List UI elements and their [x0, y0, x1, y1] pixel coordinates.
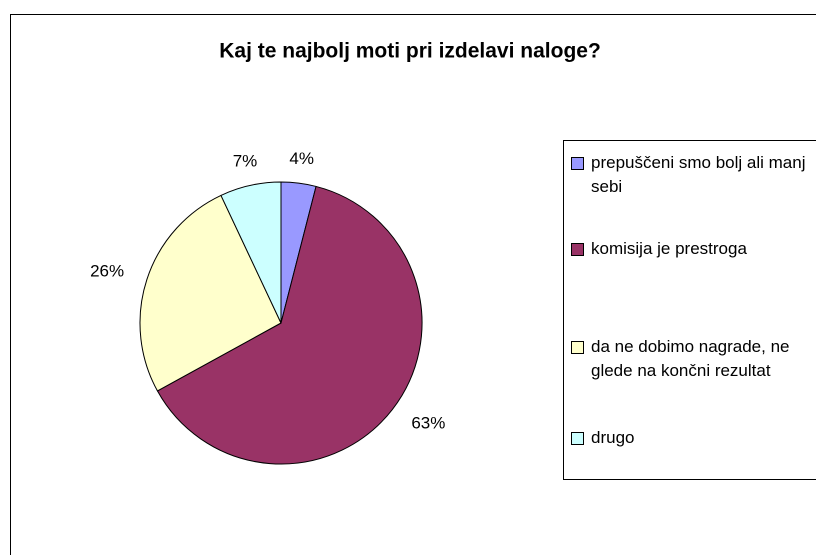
pie-slice [220, 181, 282, 324]
legend-label: komisija je prestroga [591, 239, 747, 258]
legend-item: da ne dobimo nagrade, ne glede na končni… [571, 335, 816, 383]
pie-slice [139, 194, 282, 392]
legend-label: da ne dobimo nagrade, ne glede na končni… [591, 337, 790, 380]
legend-item: prepuščeni smo bolj ali manj sebi [571, 151, 816, 199]
data-label: 7% [233, 151, 258, 170]
data-label: 63% [411, 414, 445, 433]
chart-title: Kaj te najbolj moti pri izdelavi naloge? [219, 40, 601, 63]
legend-swatch [571, 432, 584, 445]
legend-label: drugo [591, 428, 635, 447]
data-label: 26% [90, 262, 124, 281]
data-label: 4% [289, 149, 314, 168]
legend-item: komisija je prestroga [571, 237, 816, 261]
pie-slice [156, 185, 423, 465]
legend-swatch [571, 341, 584, 354]
legend-swatch [571, 243, 584, 256]
legend-label: prepuščeni smo bolj ali manj sebi [591, 153, 806, 196]
legend-item: drugo [571, 426, 816, 450]
legend-swatch [571, 157, 584, 170]
legend: prepuščeni smo bolj ali manj sebi komisij… [563, 140, 816, 480]
